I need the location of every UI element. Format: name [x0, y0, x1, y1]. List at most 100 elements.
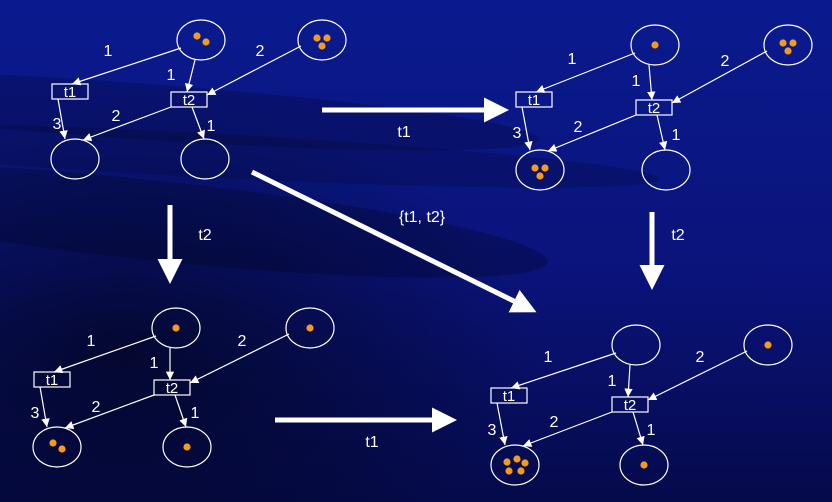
arc-weight-p1-t1: 1 [104, 43, 113, 60]
transition-box [33, 371, 71, 388]
place-circle [50, 138, 100, 180]
arc-p1-t1 [535, 52, 636, 93]
transition-box [515, 91, 553, 108]
place-circle [630, 24, 680, 66]
token [172, 324, 180, 332]
place-p-bottom-left [515, 149, 565, 191]
transition-label: t2 [624, 397, 637, 414]
token [58, 445, 66, 453]
net-after-t1: t1 t2 1 1 2 3 2 1 [513, 24, 813, 191]
arc-weight-t2-p4: 1 [647, 422, 656, 439]
place-circle [619, 444, 669, 486]
arcs [57, 45, 302, 141]
arc-p1-t2 [624, 364, 633, 398]
token [536, 172, 544, 180]
arc-t2-p3 [547, 114, 637, 152]
arc-weight-p1-t2: 1 [150, 355, 159, 372]
firing-arrow-fire-t1-bottom: t1 [275, 407, 457, 451]
place-p-top-right [743, 324, 793, 366]
token [183, 443, 191, 451]
arc-weight-t1-p3: 3 [53, 116, 62, 133]
transition-box [51, 83, 89, 100]
place-p-bottom-left [490, 444, 540, 486]
token [789, 39, 797, 47]
arc-t1-p3 [57, 98, 68, 140]
firing-label: t2 [198, 227, 211, 244]
transition-box [635, 99, 673, 116]
token [306, 324, 314, 332]
arc-weight-p2-t2: 2 [256, 43, 265, 60]
place-p-bottom-left [50, 138, 100, 180]
transition-label: t1 [528, 92, 541, 109]
place-circle [151, 307, 201, 349]
place-circle [162, 426, 212, 468]
transition-label: t2 [166, 380, 179, 397]
firing-arrow-fire-t2-right: t2 [639, 212, 685, 290]
transition-label: t1 [503, 388, 516, 405]
arc-weight-t1-p3: 3 [31, 405, 40, 422]
arc-p2-t2 [671, 50, 768, 104]
token [779, 39, 787, 47]
arc-weight-t2-p3: 2 [92, 399, 101, 416]
transition-t1: t1 [51, 83, 89, 101]
net-after-t2: t1 t2 1 1 2 3 2 1 [31, 307, 335, 468]
place-circle [490, 444, 540, 486]
transition-box [611, 396, 649, 413]
place-circle [743, 324, 793, 366]
arc-p1-t2 [647, 64, 656, 101]
token [517, 467, 525, 475]
place-p-top-left [611, 324, 661, 366]
place-circle [515, 149, 565, 191]
place-p-top-left [151, 307, 201, 349]
transition-box [490, 387, 528, 404]
arcs [521, 50, 768, 152]
arc-weight-t2-p3: 2 [112, 108, 121, 125]
transition-t2: t2 [153, 379, 191, 397]
token [640, 461, 648, 469]
token [202, 38, 210, 46]
place-circle [180, 138, 230, 180]
place-circle [32, 426, 82, 468]
transition-box [170, 91, 208, 108]
arc-weight-t2-p4: 1 [672, 127, 681, 144]
token [505, 467, 513, 475]
arc-weight-t1-p3: 3 [513, 125, 522, 142]
place-p-bottom-right [180, 138, 230, 180]
arc-weight-t2-p4: 1 [207, 118, 216, 135]
place-circle [297, 19, 347, 61]
arc-p1-t1 [510, 352, 617, 390]
transition-label: t1 [64, 84, 77, 101]
place-p-top-right [297, 19, 347, 61]
place-p-top-left [176, 19, 226, 61]
arc-t1-p3 [521, 106, 533, 151]
token [521, 459, 529, 467]
arc-t2-p4 [191, 106, 205, 140]
firing-arrow-line [250, 169, 537, 313]
token [318, 42, 326, 50]
arc-t2-p3 [64, 394, 155, 430]
arc-weight-p1-t2: 1 [608, 373, 617, 390]
arc-weight-t1-p3: 3 [488, 422, 497, 439]
token [513, 455, 521, 463]
transition-t2: t2 [635, 99, 673, 117]
token [49, 439, 57, 447]
place-p-bottom-right [162, 426, 212, 468]
arc-weight-p1-t1: 1 [544, 349, 553, 366]
token [784, 47, 792, 55]
arcs [496, 350, 748, 447]
place-circle [176, 19, 226, 61]
place-p-top-right [285, 307, 335, 349]
place-circle [285, 307, 335, 349]
place-p-bottom-right [619, 444, 669, 486]
arc-p2-t2 [189, 333, 290, 384]
arc-weight-t2-p3: 2 [574, 119, 583, 136]
transition-t1: t1 [33, 371, 71, 389]
arc-t1-p3 [496, 402, 508, 446]
arcs [39, 333, 290, 430]
arc-weight-t2-p3: 2 [550, 414, 559, 431]
arc-weight-t2-p4: 1 [191, 405, 200, 422]
token [323, 34, 331, 42]
token [313, 34, 321, 42]
place-p-bottom-left [32, 426, 82, 468]
